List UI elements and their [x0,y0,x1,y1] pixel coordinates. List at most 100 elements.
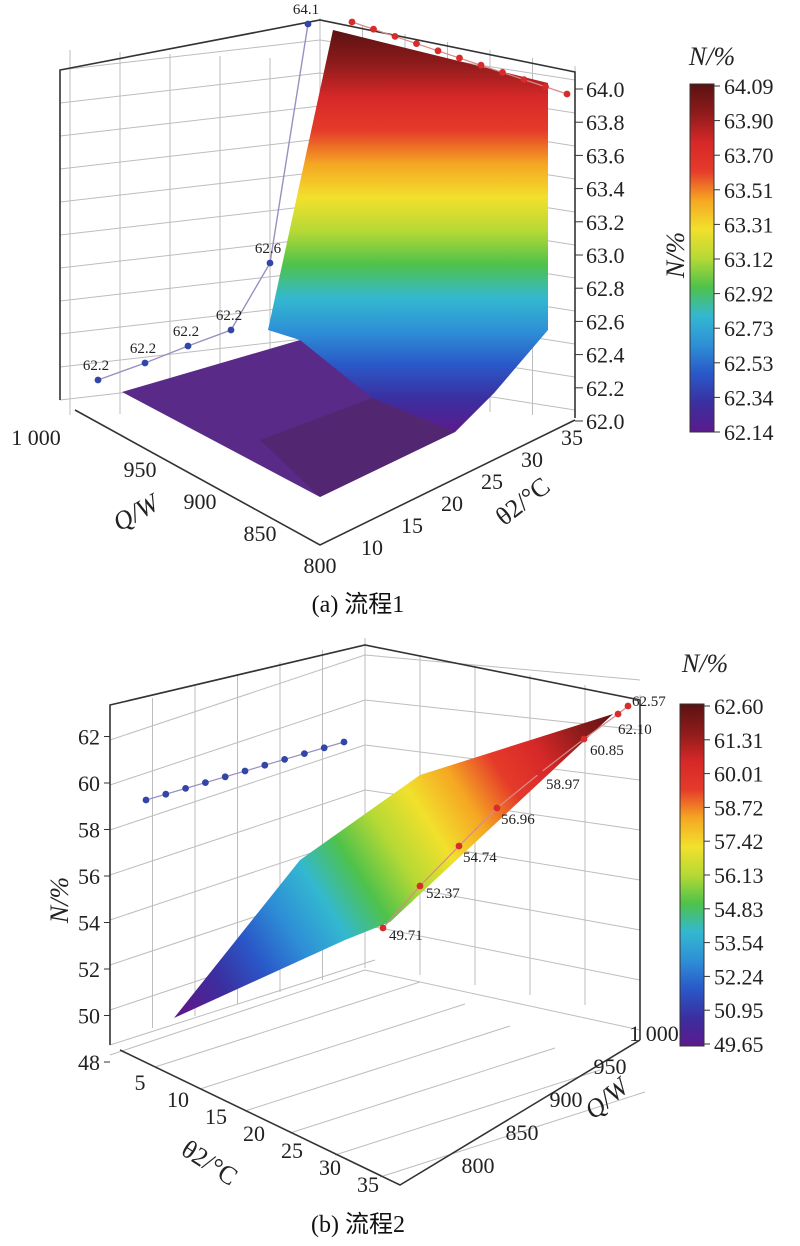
grid-line [244,1025,511,1112]
z-tick-label: 63.0 [586,243,625,268]
z-tick-label: 63.2 [586,210,625,235]
colorbar-tick-label: 50.95 [714,998,764,1023]
projection-point [536,769,544,777]
x-tick-label: 850 [244,521,277,546]
projection-a: 62.2 62.2 62.2 62.2 62.6 64.1 [83,2,571,384]
colorbar-tick-label: 63.70 [724,143,774,168]
grid-line [59,138,321,170]
x-tick-label: 35 [357,1172,379,1197]
projection-line [382,705,629,929]
surface-a-wall [268,30,548,432]
projection-point [563,90,571,98]
x-tick-label: 30 [319,1155,341,1180]
z-tick-label: 48 [78,1050,100,1075]
colorbar-tick-label: 63.31 [724,212,774,237]
projection-label: 62.10 [618,722,652,738]
z-tick-label: 56 [78,864,100,889]
colorbar-tick-label: 63.51 [724,178,774,203]
colorbar-tick-label: 62.53 [724,351,774,376]
panel-b: 49.71 52.37 54.74 56.96 58.97 60.85 62.10 62.57… [45,638,764,1238]
colorbar-tick-label: 49.65 [714,1032,764,1057]
y-tick-label: 850 [506,1120,539,1145]
projection-point [456,54,463,62]
z-tick-label: 54 [78,911,100,936]
projection-point [320,744,328,752]
y-tick-label: 20 [441,491,463,516]
z-tick-label: 58 [78,818,100,843]
colorbar-tick-label: 62.34 [724,385,774,410]
grid-line [59,39,321,71]
colorbar-tick-label: 64.09 [724,74,774,99]
grid-line [364,654,641,681]
projection-label: 64.1 [293,2,319,18]
projection-label: 56.96 [501,812,535,828]
grid-line [59,336,321,368]
ticks-a: 62.0 62.2 62.4 62.6 62.8 63.0 63.2 63.4 63.6 63.8… [11,77,624,578]
x-tick-label: 1 000 [11,425,61,450]
projection-point [301,750,308,757]
colorbar-tick-label: 53.54 [714,931,764,956]
y-tick-label: 25 [481,469,503,494]
projection-label: 62.2 [83,358,109,374]
projection-point [520,76,528,83]
caption-a: (a) 流程1 [312,591,405,618]
projection-label: 49.71 [389,928,423,944]
grid-line [379,1091,646,1178]
x-tick-label: 20 [243,1121,265,1146]
z-tick-label: 50 [78,1004,100,1029]
projection-label: 62.2 [216,308,242,324]
projection-point [261,761,269,769]
x-axis-label-b: θ2/°C [176,1134,242,1191]
y-tick-label: 10 [361,535,383,560]
grid-line [109,969,366,1056]
colorbar-tick-label: 60.01 [714,762,764,787]
y-tick-label: 15 [401,513,423,538]
projection-point [202,779,209,786]
projection-b: 49.71 52.37 54.74 56.96 58.97 60.85 62.10 62.57 [142,694,666,944]
projection-label: 62.2 [130,341,156,357]
projection-label: 58.97 [546,777,580,793]
y-tick-label: 35 [561,425,583,450]
colorbar-a [689,83,715,433]
colorbar-tick-label: 58.72 [714,795,764,820]
colorbar-tick-label: 62.60 [714,694,764,719]
colorbar-tick-label: 56.13 [714,863,764,888]
projection-point [281,756,288,763]
grid-line [364,924,641,981]
x-tick-label: 15 [205,1104,227,1129]
colorbar-tick-label: 57.42 [714,829,764,854]
projection-point [542,83,549,91]
colorbar-tick-label: 62.73 [724,316,774,341]
projection-label: 62.6 [255,241,282,257]
projection-point [141,359,149,367]
grid-line [334,1069,601,1156]
box-outline [109,644,641,1045]
projection-point [434,47,442,55]
colorbar-tick-label: 61.31 [714,728,764,753]
x-tick-label: 25 [281,1138,303,1163]
projection-point [162,790,170,798]
z-tick-label: 62.8 [586,276,625,301]
grid-line [109,959,376,1046]
projection-point [304,20,312,28]
box-outline [59,19,576,418]
panel-a: 62.262.262.262.262.664.1 62.062.262.462.… [11,2,773,618]
z-tick-label: 52 [78,957,100,982]
colorbar-ticks-a: 64.09 63.90 63.70 63.51 63.31 63.12 62.92 62.73… [714,74,774,445]
surface-a-floor-dark [260,398,455,497]
colorbar-tick-label: 63.90 [724,109,774,134]
projection-point [340,738,348,746]
projection-label: 60.85 [590,743,624,759]
projection-label: 54.74 [463,850,497,866]
projection-label: 52.37 [426,886,460,902]
colorbar-tick-label: 62.92 [724,282,774,307]
grid-line [59,171,321,203]
box-outline [74,409,576,546]
x-tick-label: 950 [124,457,157,482]
z-axis-label-a: N/% [661,232,690,279]
projection-point [624,702,632,710]
grid-line [59,105,321,137]
projection-point [455,842,463,850]
projection-point [379,924,387,932]
grid-line [289,1047,556,1134]
